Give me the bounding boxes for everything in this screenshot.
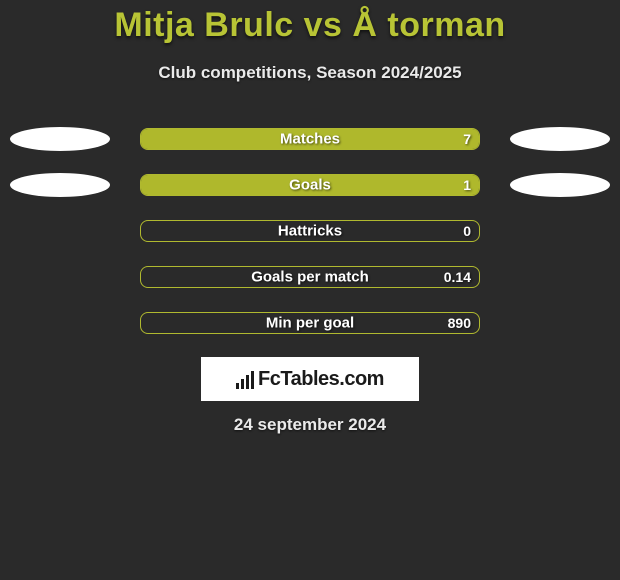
- stat-row-hattricks: Hattricks 0: [0, 219, 620, 243]
- comparison-card: Mitja Brulc vs Å torman Club competition…: [0, 0, 620, 580]
- stat-row-goals-per-match: Goals per match 0.14: [0, 265, 620, 289]
- stat-bar: Goals 1: [140, 174, 480, 196]
- stat-value: 0.14: [444, 269, 471, 285]
- stat-value: 0: [463, 223, 471, 239]
- stat-row-min-per-goal: Min per goal 890: [0, 311, 620, 335]
- stat-label: Hattricks: [278, 223, 342, 240]
- left-value-oval: [10, 173, 110, 197]
- stat-label: Matches: [280, 131, 340, 148]
- stat-value: 890: [448, 315, 471, 331]
- stat-label: Min per goal: [266, 315, 354, 332]
- stat-value: 7: [463, 131, 471, 147]
- stat-row-goals: Goals 1: [0, 173, 620, 197]
- stat-value: 1: [463, 177, 471, 193]
- page-title: Mitja Brulc vs Å torman: [0, 0, 620, 45]
- right-value-oval: [510, 173, 610, 197]
- stat-bars: Matches 7 Goals 1 Hattricks 0: [0, 127, 620, 335]
- stat-label: Goals: [289, 177, 331, 194]
- stat-bar: Min per goal 890: [140, 312, 480, 334]
- brand-logo[interactable]: FcTables.com: [201, 357, 419, 401]
- stat-bar: Hattricks 0: [140, 220, 480, 242]
- left-value-oval: [10, 127, 110, 151]
- stat-label: Goals per match: [251, 269, 369, 286]
- stat-row-matches: Matches 7: [0, 127, 620, 151]
- stat-bar: Matches 7: [140, 128, 480, 150]
- brand-text: FcTables.com: [258, 368, 384, 391]
- date-text: 24 september 2024: [0, 415, 620, 435]
- stat-bar: Goals per match 0.14: [140, 266, 480, 288]
- bars-icon: [236, 369, 254, 389]
- right-value-oval: [510, 127, 610, 151]
- subtitle: Club competitions, Season 2024/2025: [0, 63, 620, 83]
